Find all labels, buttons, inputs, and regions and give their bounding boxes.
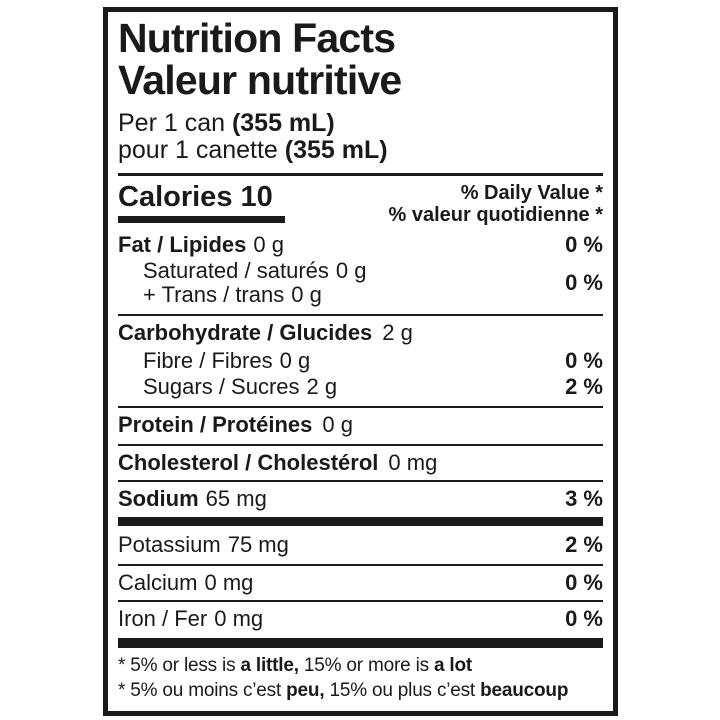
- iron-name-group: Iron / Fer 0 mg: [118, 607, 263, 631]
- trans-amount: 0 g: [291, 282, 322, 307]
- footnote-fr-bold2: beaucoup: [480, 680, 569, 701]
- saturated-line: Saturated / saturés 0 g: [118, 259, 366, 283]
- calories-label: Calories 10: [118, 181, 273, 213]
- cholesterol-section-divider: [118, 480, 603, 482]
- calcium-name-group: Calcium 0 mg: [118, 571, 253, 595]
- carbohydrate-name: Carbohydrate / Glucides: [118, 320, 373, 345]
- calcium-percent: 0 %: [565, 570, 603, 595]
- serving-en-amount: (355 mL): [231, 109, 335, 137]
- daily-value-header: % Daily Value * % valeur quotidienne *: [389, 182, 603, 226]
- cholesterol-name: Cholesterol / Cholestérol: [118, 450, 379, 475]
- calories-underline-bar: [118, 216, 285, 223]
- serving-en-text: Per 1 can: [118, 109, 232, 137]
- footnotes: * 5% or less is a little, 15% or more is…: [118, 653, 603, 703]
- footnote-fr-bold1: peu,: [286, 680, 325, 701]
- footnote-en-text1: * 5% or less is: [118, 655, 241, 676]
- fat-name-group: Fat / Lipides 0 g: [118, 233, 284, 257]
- footnote-divider-bar: [118, 638, 603, 648]
- fat-section-divider: [118, 314, 603, 316]
- sodium-percent: 3 %: [565, 486, 603, 511]
- fibre-name: Fibre / Fibres: [143, 348, 273, 373]
- sugars-row: Sugars / Sucres 2 g 2 %: [118, 375, 603, 399]
- iron-row: Iron / Fer 0 mg 0 %: [118, 607, 603, 631]
- potassium-divider: [118, 564, 603, 566]
- fat-percent: 0 %: [565, 232, 603, 257]
- serving-size-fr: pour 1 canette (355 mL): [118, 137, 603, 164]
- fat-row: Fat / Lipides 0 g 0 %: [118, 233, 603, 257]
- calcium-row: Calcium 0 mg 0 %: [118, 571, 603, 595]
- trans-line: + Trans / trans 0 g: [118, 283, 366, 307]
- footnote-en: * 5% or less is a little, 15% or more is…: [118, 653, 603, 678]
- protein-row: Protein / Protéines 0 g: [118, 413, 603, 437]
- calories-row: Calories 10 % Daily Value * % valeur quo…: [118, 182, 603, 226]
- header-divider: [118, 173, 603, 176]
- protein-amount: 0 g: [322, 412, 353, 437]
- sodium-divider-bar: [118, 517, 603, 526]
- potassium-percent: 2 %: [565, 532, 603, 557]
- sodium-name-group: Sodium 65 mg: [118, 487, 267, 511]
- potassium-name-group: Potassium 75 mg: [118, 533, 289, 557]
- sugars-amount: 2 g: [306, 374, 338, 399]
- nutrition-facts-label: Nutrition Facts Valeur nutritive Per 1 c…: [103, 7, 618, 716]
- serving-size: Per 1 can (355 mL) pour 1 canette (355 m…: [118, 110, 603, 164]
- carbohydrate-section-divider: [118, 406, 603, 408]
- protein-name-group: Protein / Protéines 0 g: [118, 413, 353, 437]
- fibre-percent: 0 %: [565, 348, 603, 373]
- daily-value-header-en: % Daily Value *: [460, 182, 603, 204]
- cholesterol-row: Cholesterol / Cholestérol 0 mg: [118, 451, 603, 475]
- saturated-trans-group: Saturated / saturés 0 g + Trans / trans 0 …: [118, 259, 603, 307]
- cholesterol-amount: 0 mg: [388, 450, 438, 475]
- fibre-amount: 0 g: [279, 348, 311, 373]
- calcium-name: Calcium: [118, 570, 198, 595]
- sodium-name: Sodium: [118, 486, 199, 511]
- footnote-fr: * 5% ou moins c’est peu, 15% ou plus c’e…: [118, 678, 603, 703]
- serving-fr-text: pour 1 canette: [118, 136, 285, 164]
- saturated-trans-percent: 0 %: [565, 270, 603, 295]
- saturated-amount: 0 g: [335, 258, 367, 283]
- footnote-en-bold2: a lot: [433, 655, 473, 676]
- sugars-percent: 2 %: [565, 374, 603, 399]
- footnote-fr-text2: 15% ou plus c’est: [324, 680, 481, 701]
- fibre-name-group: Fibre / Fibres 0 g: [118, 349, 310, 373]
- footnote-en-text2: 15% or more is: [298, 655, 434, 676]
- sodium-row: Sodium 65 mg 3 %: [118, 487, 603, 511]
- carbohydrate-amount: 2 g: [382, 320, 413, 345]
- fibre-row: Fibre / Fibres 0 g 0 %: [118, 349, 603, 373]
- carbohydrate-name-group: Carbohydrate / Glucides 2 g: [118, 321, 413, 345]
- sugars-name: Sugars / Sucres: [143, 374, 300, 399]
- iron-percent: 0 %: [565, 606, 603, 631]
- saturated-trans-lines: Saturated / saturés 0 g + Trans / trans 0 …: [118, 259, 366, 307]
- footnote-fr-text1: * 5% ou moins c’est: [118, 680, 287, 701]
- potassium-row: Potassium 75 mg 2 %: [118, 533, 603, 557]
- carbohydrate-row: Carbohydrate / Glucides 2 g: [118, 321, 603, 345]
- calcium-divider: [118, 600, 603, 602]
- daily-value-header-fr: % valeur quotidienne *: [388, 204, 603, 226]
- calcium-amount: 0 mg: [204, 570, 254, 595]
- title-en: Nutrition Facts: [118, 15, 396, 61]
- title-fr: Valeur nutritive: [118, 57, 402, 103]
- protein-name: Protein / Protéines: [118, 412, 313, 437]
- iron-name: Iron / Fer: [118, 606, 208, 631]
- potassium-name: Potassium: [118, 532, 221, 557]
- calories-block: Calories 10: [118, 182, 285, 223]
- iron-amount: 0 mg: [214, 606, 264, 631]
- sodium-amount: 65 mg: [205, 486, 267, 511]
- serving-size-en: Per 1 can (355 mL): [118, 110, 603, 137]
- saturated-name: Saturated / saturés: [143, 258, 329, 283]
- fat-name: Fat / Lipides: [118, 232, 247, 257]
- trans-name: + Trans / trans: [143, 282, 285, 307]
- fat-amount: 0 g: [253, 232, 284, 257]
- sugars-name-group: Sugars / Sucres 2 g: [118, 375, 337, 399]
- footnote-en-bold1: a little,: [240, 655, 299, 676]
- serving-fr-amount: (355 mL): [284, 136, 388, 164]
- cholesterol-name-group: Cholesterol / Cholestérol 0 mg: [118, 451, 437, 475]
- potassium-amount: 75 mg: [227, 532, 289, 557]
- protein-section-divider: [118, 444, 603, 446]
